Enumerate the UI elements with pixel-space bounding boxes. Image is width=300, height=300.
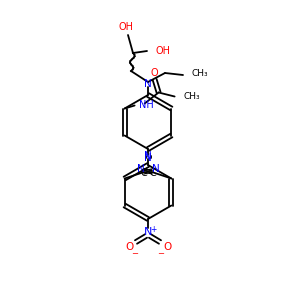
Text: CH₃: CH₃ (184, 92, 200, 101)
Text: CH₃: CH₃ (192, 70, 208, 79)
Text: N: N (152, 164, 160, 175)
Text: +: + (150, 224, 156, 233)
Text: −: − (131, 250, 139, 259)
Text: O: O (151, 68, 158, 77)
Text: OH: OH (156, 46, 171, 56)
Text: N: N (144, 151, 152, 161)
Text: C: C (149, 167, 156, 178)
Text: N: N (144, 153, 152, 163)
Text: C: C (140, 167, 147, 178)
Text: NH: NH (139, 100, 153, 110)
Text: O: O (125, 242, 133, 252)
Text: O: O (163, 242, 171, 252)
Text: N: N (144, 79, 152, 89)
Text: N: N (144, 227, 152, 237)
Text: OH: OH (118, 22, 134, 32)
Text: N: N (136, 164, 144, 175)
Text: −: − (158, 250, 164, 259)
